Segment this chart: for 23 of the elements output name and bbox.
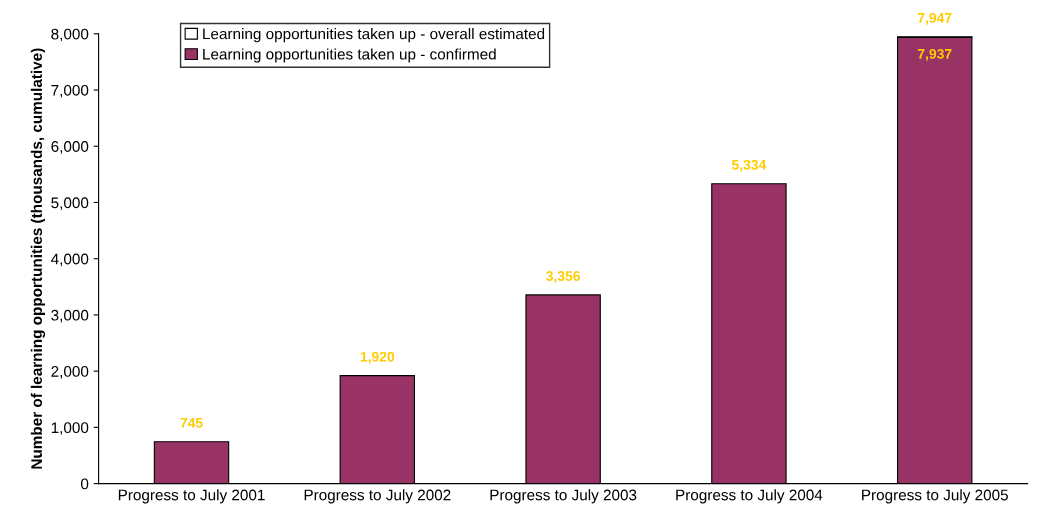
total-label: 3,356 xyxy=(546,271,580,283)
x-tick-label: Progress to July 2002 xyxy=(304,489,451,504)
total-label: 1,920 xyxy=(360,351,395,364)
y-tick-label: 2,000 xyxy=(51,366,89,379)
y-tick-label: 7,000 xyxy=(51,84,89,98)
total-label: 7,947 xyxy=(917,12,952,25)
y-tick-label: 3,000 xyxy=(51,309,89,323)
y-tick-label: 4,000 xyxy=(51,253,89,267)
data-label: 7,937 xyxy=(917,48,952,61)
legend-label: Learning opportunities taken up - overall estimated xyxy=(203,28,545,43)
x-tick-label: Progress to July 2005 xyxy=(862,489,1008,504)
x-tick-label: Progress to July 2004 xyxy=(676,489,823,504)
y-tick-label: 6,000 xyxy=(51,141,89,154)
total-label: 745 xyxy=(180,418,203,428)
x-tick-label: Progress to July 2003 xyxy=(490,489,637,504)
y-tick-label: 5,000 xyxy=(51,197,89,210)
total-label: 5,334 xyxy=(731,159,767,172)
legend-label: Learning opportunities taken up - confirmed xyxy=(203,48,496,63)
y-tick-label: 8,000 xyxy=(51,28,89,42)
y-tick-label: 1,000 xyxy=(51,422,89,435)
y-axis-title: Number of learning opportunities (thousands, cumulative) xyxy=(30,48,46,469)
x-tick-label: Progress to July 2001 xyxy=(118,489,265,504)
y-tick-label: 0 xyxy=(80,478,89,490)
